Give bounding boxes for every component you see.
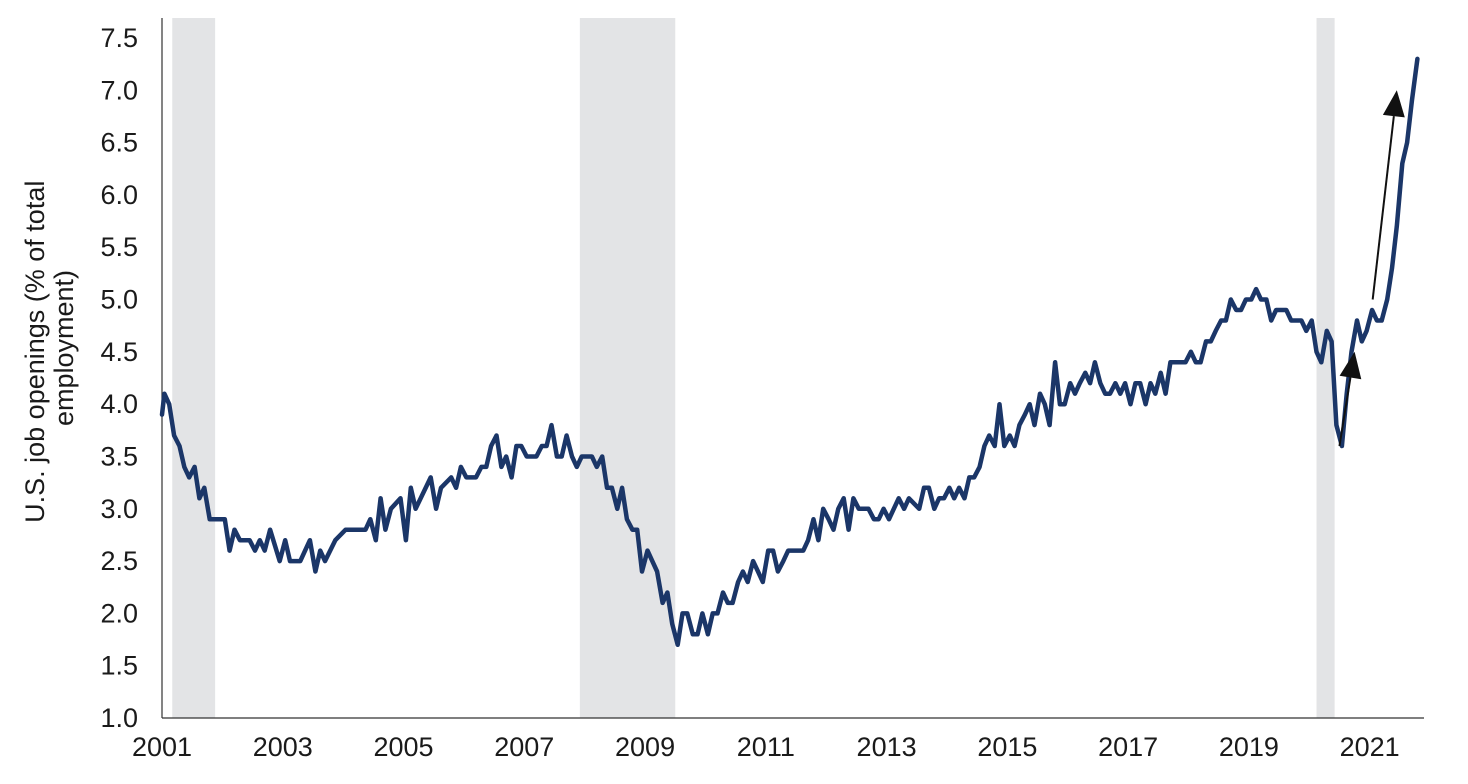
y-tick-labels: 1.0 1.5 2.0 2.5 3.0 3.5 4.0 4.5 5.0 5.5 6.0 6.5 7.0 7… xyxy=(100,23,138,733)
y-tick-label: 4.0 xyxy=(100,389,138,419)
x-tick-label: 2019 xyxy=(1219,732,1279,762)
y-tick-label: 3.5 xyxy=(100,441,138,471)
x-tick-label: 2001 xyxy=(132,732,192,762)
x-tick-label: 2003 xyxy=(253,732,313,762)
recession-band-0 xyxy=(172,18,216,718)
x-tick-label: 2013 xyxy=(857,732,917,762)
y-tick-label: 2.5 xyxy=(100,546,138,576)
y-tick-label: 7.0 xyxy=(100,75,138,105)
x-tick-label: 2005 xyxy=(373,732,433,762)
x-tick-label: 2007 xyxy=(494,732,554,762)
y-tick-label: 3.0 xyxy=(100,494,138,524)
recession-band-1 xyxy=(579,18,676,718)
y-tick-label: 6.0 xyxy=(100,180,138,210)
arrow-head-0 xyxy=(1339,351,1362,380)
y-tick-label: 2.0 xyxy=(100,598,138,628)
arrow-shaft-1 xyxy=(1371,116,1395,300)
y-tick-label: 1.0 xyxy=(100,703,138,733)
y-axis-label-line-1: U.S. job openings (% of total xyxy=(20,181,50,523)
y-axis-label: U.S. job openings (% of total employment… xyxy=(20,173,79,523)
y-tick-label: 4.5 xyxy=(100,337,138,367)
x-tick-label: 2017 xyxy=(1098,732,1158,762)
series-line-0 xyxy=(159,56,1420,648)
recession-band-2 xyxy=(1316,18,1335,718)
y-tick-label: 7.5 xyxy=(100,23,138,53)
axes-group xyxy=(161,18,1424,719)
y-tick-label: 1.5 xyxy=(100,651,138,681)
x-tick-labels: 2001 2003 2005 2007 2009 2011 2013 2015 2017 2019… xyxy=(132,732,1400,762)
series-group xyxy=(159,56,1420,648)
y-tick-label: 6.5 xyxy=(100,128,138,158)
recession-shading-group xyxy=(172,18,1335,718)
annotation-arrows xyxy=(1338,90,1405,447)
x-tick-label: 2011 xyxy=(737,732,795,762)
y-tick-label: 5.0 xyxy=(100,285,138,315)
x-tick-label: 2009 xyxy=(615,732,675,762)
y-axis-label-line-2: employment) xyxy=(49,270,79,426)
x-tick-label: 2015 xyxy=(977,732,1037,762)
arrow-head-1 xyxy=(1382,90,1405,118)
y-tick-label: 5.5 xyxy=(100,232,138,262)
x-tick-label: 2021 xyxy=(1340,732,1400,762)
arrow-shaft-0 xyxy=(1338,377,1352,447)
